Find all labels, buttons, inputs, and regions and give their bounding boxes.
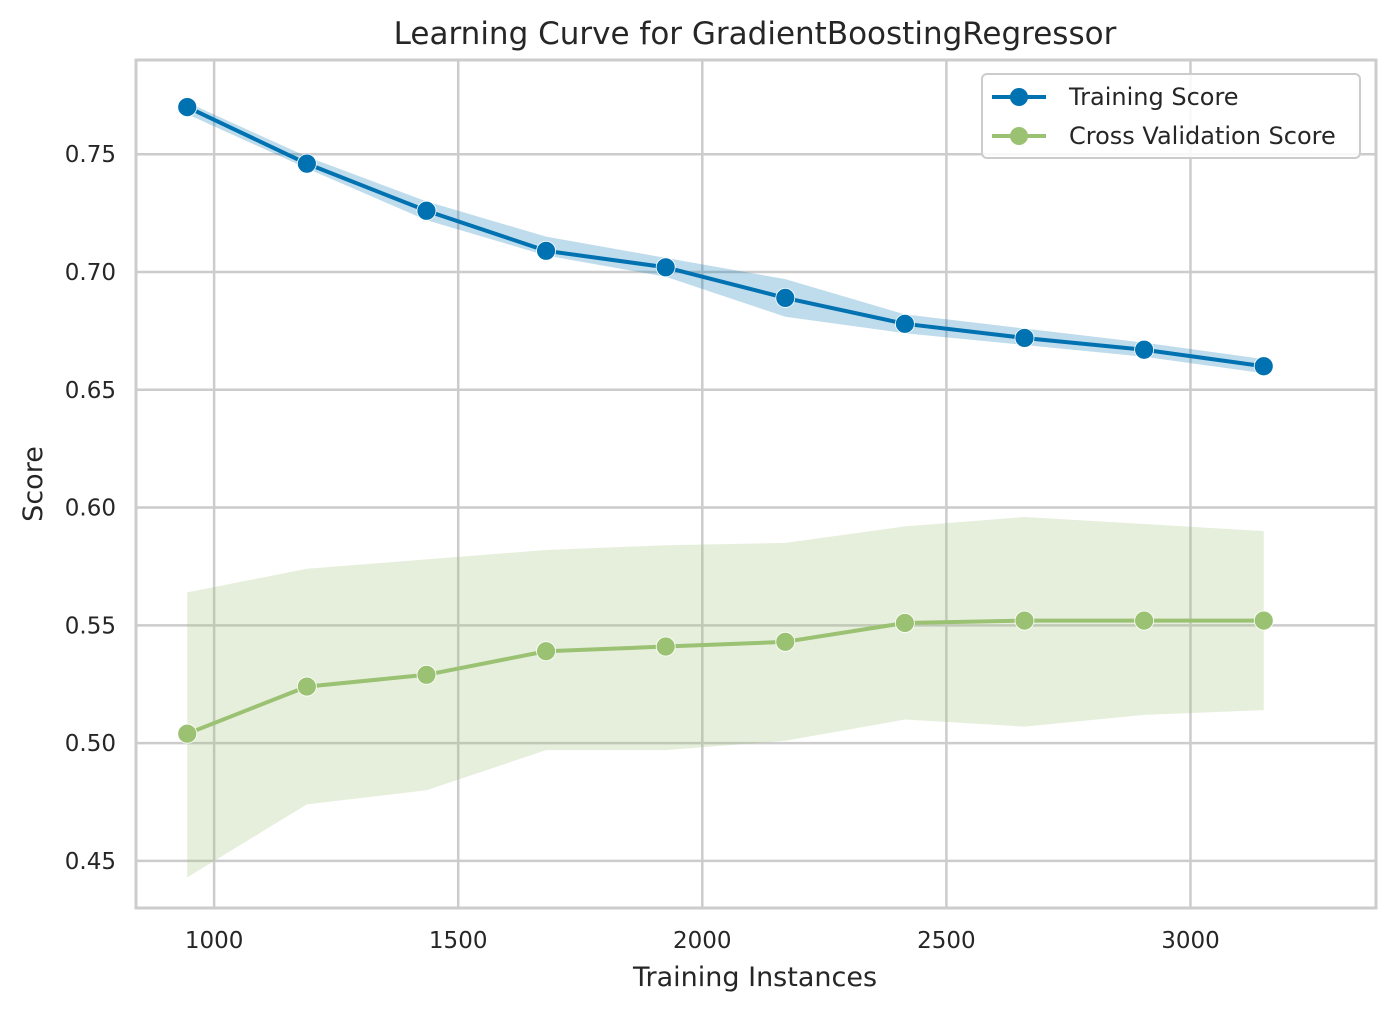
chart-title: Learning Curve for GradientBoostingRegre…: [394, 16, 1117, 52]
cross-validation-score-point: [296, 676, 317, 697]
legend-box: [981, 73, 1361, 159]
legend-label-training-score: Training Score: [1068, 83, 1239, 111]
y-tick-label: 0.65: [65, 378, 116, 404]
cross-validation-score-point: [1134, 610, 1155, 631]
training-score-point: [1253, 356, 1274, 377]
x-tick-label: 3000: [1161, 928, 1220, 954]
training-score-point: [1014, 328, 1035, 348]
training-score-point: [895, 313, 915, 334]
cross-validation-score-point: [895, 613, 915, 633]
line-layer: [185, 105, 1266, 736]
cross-validation-score-line: [185, 618, 1266, 736]
x-tick-label: 1000: [185, 928, 244, 954]
y-tick-label: 0.50: [65, 731, 116, 757]
tick-label-layer: 1000 1500 2000 2500 3000 0.45 0.50 0.55 0.60 0.65…: [65, 142, 1220, 954]
cross-validation-score-band: [187, 516, 1264, 878]
y-tick-label: 0.70: [65, 260, 116, 286]
training-score-point: [177, 97, 198, 118]
y-axis-label: Score: [18, 446, 49, 522]
cross-validation-score-point: [775, 631, 796, 652]
x-axis-label: Training Instances: [632, 962, 877, 993]
y-tick-label: 0.45: [65, 849, 116, 875]
legend-marker-training-score: [1010, 88, 1028, 106]
training-score-point: [775, 288, 796, 308]
training-score-point: [655, 257, 676, 278]
y-tick-label: 0.60: [65, 496, 116, 522]
cross-validation-score-point: [536, 641, 556, 662]
cross-validation-score-point: [177, 723, 198, 744]
training-score-point: [1134, 339, 1155, 360]
legend-label-cross-validation-score: Cross Validation Score: [1069, 122, 1336, 150]
cross-validation-score-point: [655, 636, 676, 657]
legend: Training Score Cross Validation Score: [981, 73, 1361, 159]
band-layer: [187, 102, 1264, 878]
x-tick-label: 1500: [429, 928, 488, 954]
training-score-point: [536, 240, 556, 261]
legend-marker-cross-validation-score: [1010, 127, 1028, 145]
training-score-point: [296, 153, 317, 174]
point-layer: [177, 97, 1274, 744]
y-tick-label: 0.55: [65, 613, 116, 639]
training-score-band: [187, 102, 1264, 374]
training-score-line: [185, 105, 1266, 369]
x-tick-label: 2000: [673, 928, 732, 954]
cross-validation-score-point: [1253, 610, 1274, 631]
grid-layer: [136, 60, 1376, 908]
cross-validation-score-point: [1014, 610, 1035, 631]
x-tick-label: 2500: [917, 928, 976, 954]
y-tick-label: 0.75: [65, 142, 116, 168]
cross-validation-score-point: [416, 664, 437, 685]
training-score-point: [416, 200, 437, 221]
plot-frame: [134, 58, 1378, 910]
